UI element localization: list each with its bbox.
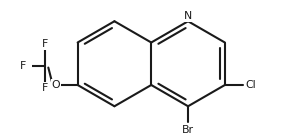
Text: Cl: Cl: [245, 80, 256, 90]
Text: F: F: [42, 39, 48, 49]
Text: F: F: [42, 83, 48, 93]
Text: O: O: [52, 80, 60, 90]
Text: F: F: [20, 61, 26, 71]
Text: Br: Br: [182, 125, 194, 135]
Text: N: N: [184, 11, 192, 21]
